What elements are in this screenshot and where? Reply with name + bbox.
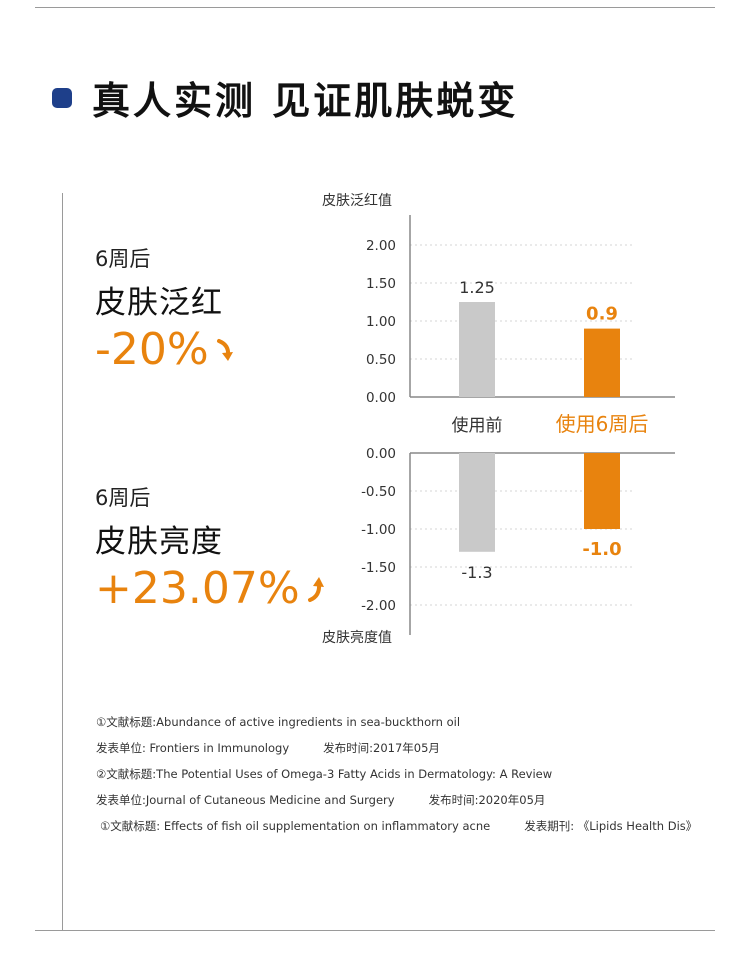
data-label: 1.25: [459, 278, 495, 297]
bar-after: [584, 453, 620, 529]
reference-text-2: 发表单位: Frontiers in Immunology: [96, 741, 290, 755]
title-bullet-icon: [52, 87, 72, 108]
y-tick-label: -0.50: [361, 484, 396, 500]
reference-line-1: ①文献标题:Abundance of active ingredients in…: [96, 714, 697, 740]
category-label: 使用6周后: [556, 412, 649, 436]
reference-line-3: ②文献标题:The Potential Uses of Omega-3 Fatt…: [96, 766, 697, 792]
brightness-stat: 6周后 皮肤亮度 +23.07%: [95, 482, 326, 614]
y-tick-label: 0.00: [366, 390, 396, 406]
reference-line-2: 发表单位: Frontiers in Immunology 发布时间:2017年0…: [96, 740, 697, 766]
data-label: -1.3: [461, 563, 492, 582]
redness-period: 6周后: [95, 247, 151, 271]
data-label: 0.9: [586, 304, 618, 325]
y-axis-label-2: 皮肤亮度值: [322, 629, 392, 646]
brightness-change: +23.07%: [95, 563, 326, 614]
bar-before: [459, 453, 495, 552]
y-tick-label: -1.00: [361, 522, 396, 538]
brightness-metric: 皮肤亮度: [95, 524, 223, 560]
arrow-down-icon: [216, 338, 233, 361]
redness-change: -20%: [95, 324, 235, 375]
section-header: 真人实测 见证肌肤蜕变: [52, 70, 518, 125]
y-tick-label: 2.00: [366, 238, 396, 254]
y-tick-label: 1.00: [366, 314, 396, 330]
reference-text-1: ①文献标题:Abundance of active ingredients in…: [96, 715, 461, 729]
data-label: -1.0: [582, 539, 621, 560]
reference-journal-5: 发表期刊: 《Lipids Health Dis》: [524, 819, 698, 833]
bar-before: [459, 302, 495, 397]
bottom-divider: [35, 930, 715, 931]
category-label: 使用前: [452, 415, 503, 436]
y-tick-label: 0.50: [366, 352, 396, 368]
y-tick-label: -1.50: [361, 560, 396, 576]
y-tick-label: -2.00: [361, 598, 396, 614]
top-divider: [35, 7, 715, 8]
reference-line-4: 发表单位:Journal of Cutaneous Medicine and S…: [96, 792, 697, 818]
left-vertical-line: [62, 193, 63, 930]
arrow-up-icon: [307, 576, 324, 602]
y-tick-label: 0.00: [366, 446, 396, 462]
redness-change-value: -20%: [95, 324, 209, 375]
brightness-period: 6周后: [95, 486, 151, 510]
bar-after: [584, 328, 620, 397]
reference-date-4: 发布时间:2020年05月: [428, 793, 546, 807]
reference-date-2: 发布时间:2017年05月: [323, 741, 440, 755]
page-title: 真人实测 见证肌肤蜕变: [92, 79, 519, 123]
references: ①文献标题:Abundance of active ingredients in…: [96, 714, 697, 844]
redness-metric: 皮肤泛红: [95, 285, 223, 321]
reference-text-3: ②文献标题:The Potential Uses of Omega-3 Fatt…: [96, 767, 553, 781]
reference-text-5: ①文献标题: Effects of fish oil supplementati…: [100, 819, 491, 833]
y-tick-label: 1.50: [366, 276, 396, 292]
reference-text-4: 发表单位:Journal of Cutaneous Medicine and S…: [96, 793, 395, 807]
brightness-change-value: +23.07%: [95, 563, 300, 614]
redness-stat: 6周后 皮肤泛红 -20%: [95, 243, 235, 375]
y-axis-label-1: 皮肤泛红值: [322, 193, 392, 209]
reference-line-5: ①文献标题: Effects of fish oil supplementati…: [100, 818, 697, 844]
